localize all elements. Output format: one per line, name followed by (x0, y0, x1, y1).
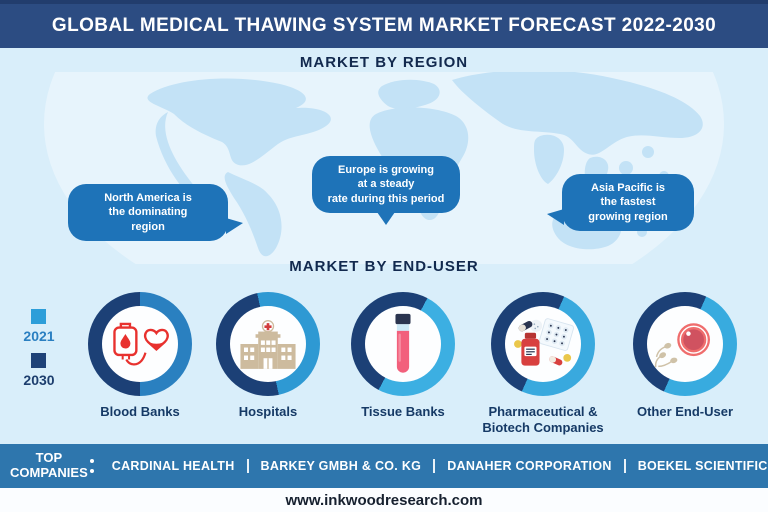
enduser-hospitals (216, 292, 320, 396)
enduser-label-blood-banks: Blood Banks (100, 404, 180, 419)
enduser-other (633, 292, 737, 396)
donut-ring (88, 292, 192, 396)
legend-swatch-2021 (31, 309, 46, 324)
enduser-label-hospitals: Hospitals (238, 404, 298, 419)
legend-label-2021: 2021 (23, 328, 55, 344)
colon-separator-icon (89, 459, 94, 473)
legend-label-2030: 2030 (23, 372, 55, 388)
callout-north-america: North America is the dominating region (68, 184, 243, 241)
donut-ring (216, 292, 320, 396)
top-companies-label: TOP COMPANIES (10, 450, 88, 480)
donut-ring (633, 292, 737, 396)
callout-asia-pacific: Asia Pacific is the fastest growing regi… (547, 174, 694, 231)
companies-list: CARDINAL HEALTH BARKEY GMBH & CO. KG DAN… (100, 459, 768, 473)
company-cardinal-health: CARDINAL HEALTH (111, 459, 235, 473)
test-tube-icon (395, 313, 411, 373)
header-banner: GLOBAL MEDICAL THAWING SYSTEM MARKET FOR… (0, 0, 768, 48)
region-section-title: MARKET BY REGION (299, 54, 469, 71)
website-bar: www.inkwoodresearch.com (0, 488, 768, 512)
page-title: GLOBAL MEDICAL THAWING SYSTEM MARKET FOR… (51, 15, 717, 36)
enduser-label-tissue-banks: Tissue Banks (361, 404, 445, 419)
company-boekel: BOEKEL SCIENTIFIC (623, 459, 768, 473)
world-map: North America is the dominating region E… (0, 0, 768, 329)
enduser-label-other: Other End-User (636, 404, 734, 419)
fertility-egg-sperm-icon (654, 323, 710, 368)
enduser-section-title: MARKET BY END-USER (289, 258, 479, 275)
website-url: www.inkwoodresearch.com (285, 491, 483, 509)
enduser-blood-banks (88, 292, 192, 396)
top-companies-bar: TOP COMPANIES CARDINAL HEALTH BARKEY GMB… (0, 444, 768, 488)
enduser-tissue-banks (351, 292, 455, 396)
pills-medicine-icon (514, 318, 574, 366)
enduser-label-pharma-biotech: Pharmaceutical & Biotech Companies (482, 404, 604, 436)
enduser-pharma-biotech (491, 292, 595, 396)
hospital-building-icon (240, 320, 296, 369)
company-danaher: DANAHER CORPORATION (433, 459, 624, 473)
donut-ring (351, 292, 455, 396)
donut-ring (491, 292, 595, 396)
company-barkey: BARKEY GMBH & CO. KG (246, 459, 434, 473)
blood-bag-heart-icon (113, 322, 169, 366)
callout-europe: Europe is growing at a steady rate durin… (312, 156, 460, 225)
legend-swatch-2030 (31, 353, 46, 368)
